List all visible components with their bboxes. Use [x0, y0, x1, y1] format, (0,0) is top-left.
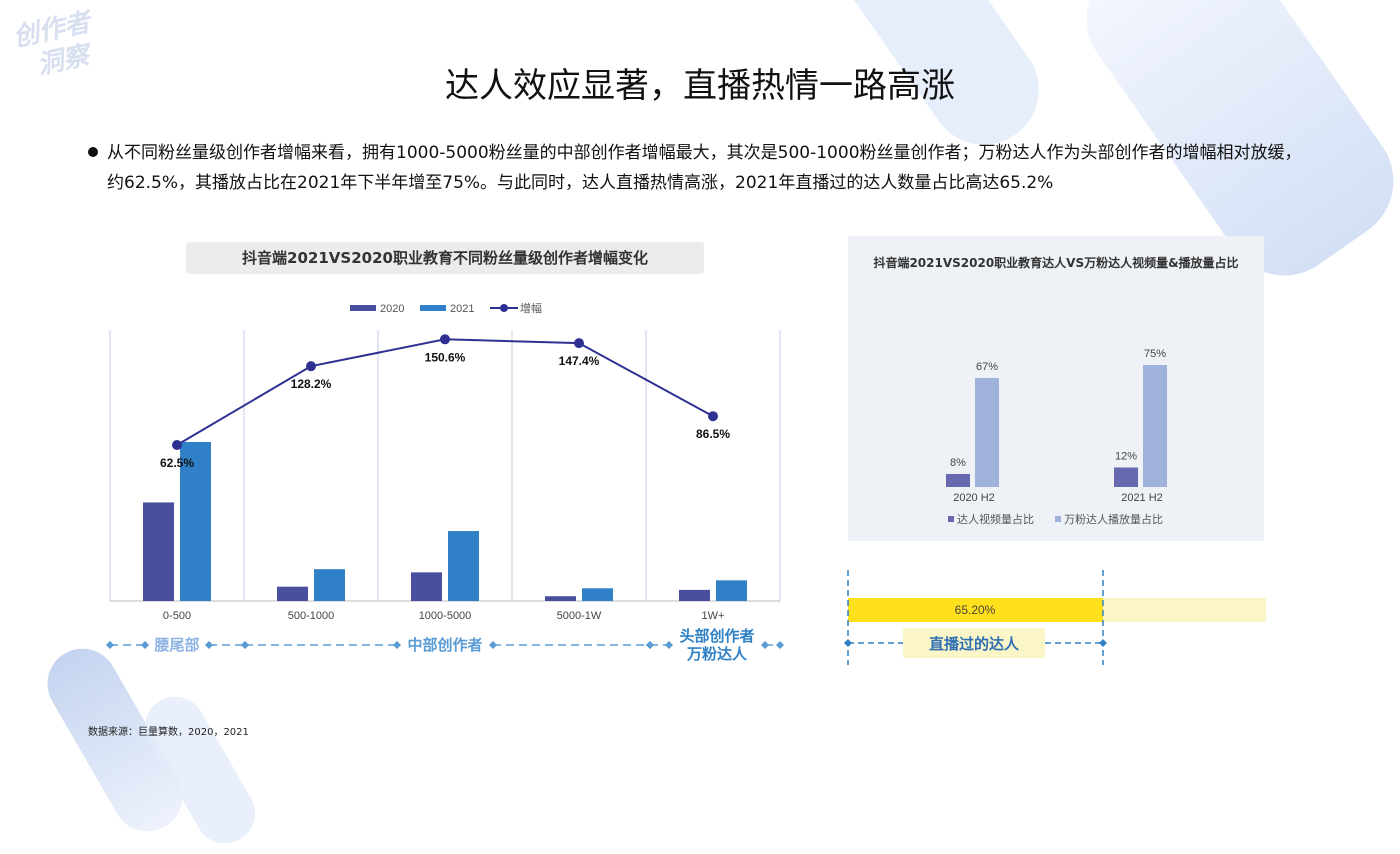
- segment-marker: [646, 641, 654, 649]
- bar-2021: [180, 442, 211, 601]
- bullet-dot: [88, 147, 98, 157]
- legend-swatch-play: [1055, 516, 1061, 522]
- bar-2021: [314, 569, 345, 601]
- chart1-title: 抖音端2021VS2020职业教育不同粉丝量级创作者增幅变化: [186, 242, 704, 274]
- caption-marker: [844, 639, 852, 647]
- bar-label: 67%: [976, 361, 998, 373]
- summary-text: 从不同粉丝量级创作者增幅来看，拥有1000-5000粉丝量的中部创作者增幅最大，…: [107, 143, 1302, 193]
- segment-marker: [489, 641, 497, 649]
- legend-swatch-1: [420, 305, 446, 311]
- caption-box: [903, 628, 1045, 658]
- growth-point: [708, 411, 718, 422]
- bar-video-share: [946, 473, 970, 487]
- share-chart: 8% 67% 2020 H2 12% 75% 2021 H2 达人视频量占比 万粉达人播放量占…: [946, 348, 1167, 526]
- share-chart-panel: 抖音端2021VS2020职业教育达人VS万粉达人视频量&播放量占比 8% 67%…: [848, 236, 1264, 541]
- bar-play-share: [1143, 365, 1167, 487]
- bar-2020: [143, 502, 174, 601]
- legend-label-play: 万粉达人播放量占比: [1064, 512, 1163, 526]
- legend-label-video: 达人视频量占比: [957, 512, 1034, 526]
- bar-2021: [582, 588, 613, 601]
- growth-point: [172, 440, 182, 450]
- segment-marker: [141, 641, 149, 649]
- growth-chart: 2020 2021 增幅 0-500 500-1000 1000-5000 5000-1W 1…: [106, 301, 784, 663]
- x-tick-label: 5000-1W: [557, 610, 602, 622]
- growth-label: 150.6%: [425, 350, 466, 364]
- bar-2020: [679, 589, 710, 601]
- x-tick-label: 1000-5000: [419, 610, 472, 622]
- growth-point: [574, 338, 584, 349]
- segment-label-2: 头部创作者: [679, 627, 754, 645]
- growth-point: [306, 361, 316, 372]
- bar-label: 75%: [1144, 348, 1166, 360]
- live-stream-chart: 65.20% 直播过的达人: [844, 570, 1266, 665]
- legend-label-2: 增幅: [520, 301, 542, 315]
- segment-marker: [106, 641, 114, 649]
- segment-marker: [241, 641, 249, 649]
- legend-label-1: 2021: [450, 303, 474, 315]
- bar-play-share: [975, 378, 999, 487]
- legend-swatch-video: [948, 516, 954, 522]
- growth-label: 147.4%: [559, 354, 600, 368]
- bar-fill: [848, 598, 1103, 622]
- legend-marker-2: [500, 304, 508, 312]
- x-tick-label: 2020 H2: [953, 492, 995, 504]
- segment-label-2: 万粉达人: [686, 645, 748, 663]
- x-tick-label: 0-500: [163, 610, 191, 622]
- chart2-title: 抖音端2021VS2020职业教育达人VS万粉达人视频量&播放量占比: [873, 256, 1239, 270]
- segment-label-1: 中部创作者: [407, 636, 482, 654]
- page-title: 达人效应显著，直播热情一路高涨: [445, 66, 955, 106]
- x-tick-label: 2021 H2: [1121, 492, 1163, 504]
- growth-point: [440, 334, 450, 345]
- bar-2020: [545, 596, 576, 601]
- bar-label: 12%: [1115, 450, 1137, 462]
- segment-marker: [205, 641, 213, 649]
- bar-video-share: [1114, 467, 1138, 487]
- x-tick-label: 500-1000: [288, 610, 335, 622]
- bar-label: 8%: [950, 457, 966, 469]
- growth-label: 62.5%: [160, 456, 194, 470]
- bar-value-label: 65.20%: [955, 603, 996, 617]
- segment-marker: [665, 641, 673, 649]
- growth-label: 86.5%: [696, 427, 730, 441]
- segment-label-0: 腰尾部: [153, 636, 199, 654]
- caption-marker: [1099, 639, 1107, 647]
- bar-2021: [448, 531, 479, 601]
- legend-label-0: 2020: [380, 303, 404, 315]
- x-tick-label: 1W+: [702, 610, 725, 622]
- data-source: 数据来源：巨量算数，2020，2021: [88, 727, 249, 738]
- bar-2020: [277, 586, 308, 601]
- bar-2020: [411, 572, 442, 601]
- caption-label: 直播过的达人: [929, 635, 1020, 653]
- segment-marker: [393, 641, 401, 649]
- decor-stripe-bottom-left-2: [134, 685, 266, 854]
- bar-2021: [716, 580, 747, 601]
- segment-marker: [761, 641, 769, 649]
- legend-swatch-0: [350, 305, 376, 311]
- segment-marker: [776, 641, 784, 649]
- growth-label: 128.2%: [291, 377, 332, 391]
